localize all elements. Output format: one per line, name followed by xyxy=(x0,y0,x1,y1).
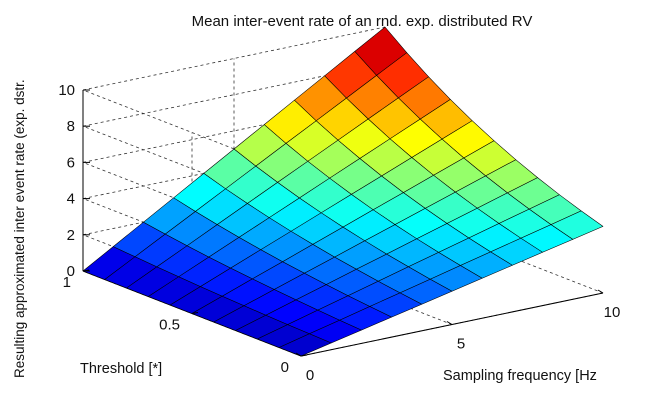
x-tick-mark-5 xyxy=(446,321,453,325)
y-tick-label-0.5: 0.5 xyxy=(159,317,180,334)
z-tick-label-0: 0 xyxy=(67,263,75,280)
x-axis-label: Sampling frequency [Hz xyxy=(443,368,597,384)
y-tick-label-0: 0 xyxy=(281,359,289,376)
grid-line-z-10 xyxy=(81,26,386,176)
z-tick-label-2: 2 xyxy=(67,227,75,244)
axis-ticks: 0 2 4 6 8 10 0 5 10 0 0.5 1 xyxy=(58,82,620,384)
y-tick-mark-0.5 xyxy=(191,312,199,314)
x-tick-label-5: 5 xyxy=(457,336,465,353)
chart-title: Mean inter-event rate of an rnd. exp. di… xyxy=(192,13,533,30)
surface-plot xyxy=(82,26,604,357)
x-tick-label-0: 0 xyxy=(306,367,314,384)
z-tick-label-10: 10 xyxy=(58,82,75,99)
y-tick-mark-1 xyxy=(82,269,90,272)
x-tick-mark-10 xyxy=(597,289,604,294)
surface-cell-0-0 xyxy=(278,333,332,357)
z-tick-label-6: 6 xyxy=(67,154,75,171)
z-tick-label-8: 8 xyxy=(67,118,75,135)
x-tick-label-10: 10 xyxy=(604,304,621,321)
y-tick-mark-0 xyxy=(300,354,308,357)
x-tick-mark-0 xyxy=(295,352,302,357)
y-axis-label: Threshold [*] xyxy=(80,361,162,377)
y-tick-label-1: 1 xyxy=(63,274,71,291)
grid-line-z-8 xyxy=(81,62,386,212)
z-tick-label-4: 4 xyxy=(67,191,75,208)
z-axis-label: Resulting approximated inter event rate … xyxy=(12,79,27,378)
